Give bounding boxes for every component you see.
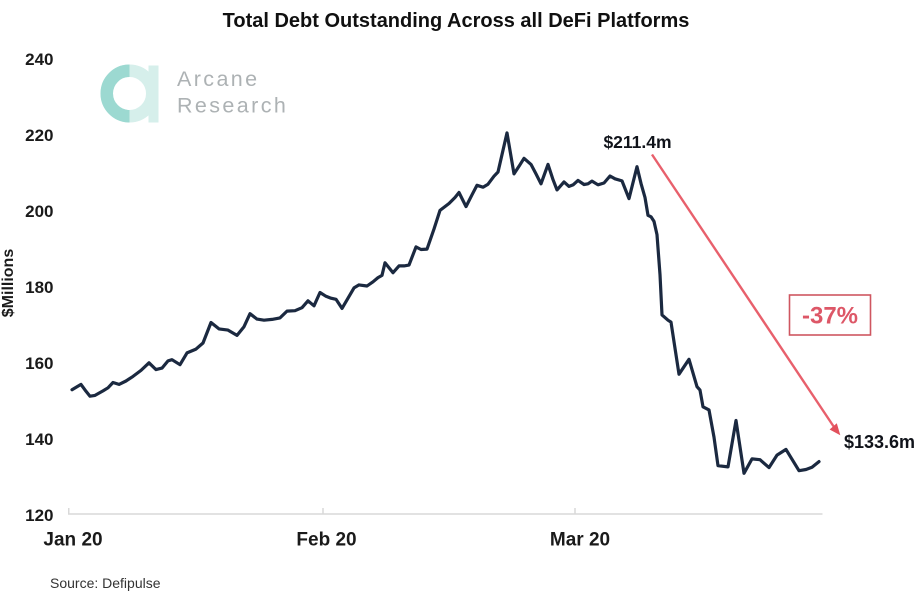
svg-text:$211.4m: $211.4m — [603, 132, 671, 152]
svg-text:160: 160 — [25, 354, 53, 373]
svg-text:-37%: -37% — [802, 303, 858, 330]
svg-text:240: 240 — [25, 50, 53, 69]
svg-text:Feb 20: Feb 20 — [296, 530, 356, 551]
svg-text:220: 220 — [25, 126, 53, 145]
svg-text:Jan 20: Jan 20 — [43, 530, 102, 551]
svg-text:180: 180 — [25, 278, 53, 297]
svg-text:200: 200 — [25, 202, 53, 221]
svg-text:120: 120 — [25, 506, 53, 525]
svg-text:Source: Defipulse: Source: Defipulse — [50, 575, 161, 591]
svg-text:Arcane: Arcane — [177, 67, 260, 91]
svg-text:Total Debt Outstanding Across: Total Debt Outstanding Across all DeFi P… — [223, 10, 690, 32]
svg-text:$Millions: $Millions — [0, 249, 17, 318]
svg-text:$133.6m: $133.6m — [844, 432, 915, 452]
svg-text:140: 140 — [25, 430, 53, 449]
svg-text:Research: Research — [177, 94, 288, 118]
svg-text:Mar 20: Mar 20 — [550, 530, 610, 551]
